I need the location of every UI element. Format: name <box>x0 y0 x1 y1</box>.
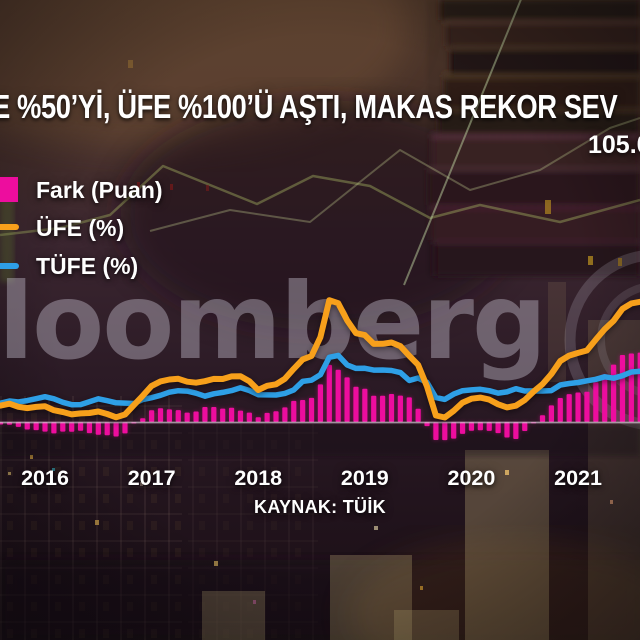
fark-bar <box>42 422 48 432</box>
fark-bar <box>593 382 599 422</box>
latest-value-callout: 105.01 <box>588 131 640 159</box>
ufe-line-swatch-icon <box>0 224 19 230</box>
fark-bar <box>406 397 412 422</box>
fark-bar <box>495 422 501 434</box>
fark-bar <box>166 409 172 422</box>
fark-bar <box>95 422 101 435</box>
fark-bar <box>468 422 475 431</box>
fark-bar <box>77 422 84 431</box>
legend-label-tufe: TÜFE (%) <box>36 253 139 279</box>
fark-bar <box>122 422 128 434</box>
x-axis-label-2017: 2017 <box>127 466 176 490</box>
fark-bar <box>619 355 626 422</box>
fark-bar <box>513 422 519 440</box>
fark-bar <box>548 405 555 422</box>
x-axis-label-2021: 2021 <box>554 466 602 490</box>
bloomberg-watermark: bloomberg <box>0 261 547 383</box>
fark-bar <box>220 408 226 422</box>
fark-bar <box>504 422 510 438</box>
fark-bar <box>371 395 377 422</box>
fark-bar <box>397 395 403 422</box>
fark-bar <box>282 407 288 422</box>
fark-bar <box>264 412 270 422</box>
fark-bar <box>477 422 483 431</box>
fark-bar <box>566 394 572 422</box>
fark-bar <box>451 422 457 439</box>
legend-item-ufe: ÜFE (%) <box>0 214 260 244</box>
fark-bar <box>335 369 341 422</box>
fark-bars <box>0 352 640 441</box>
x-axis-label-2018: 2018 <box>234 466 283 490</box>
fark-bar <box>157 408 164 422</box>
fark-bar <box>33 422 39 431</box>
fark-bar <box>113 422 119 437</box>
fark-bar <box>60 422 66 432</box>
headline: E %50’Yİ, ÜFE %100’Ü AŞTI, MAKAS REKOR S… <box>0 88 618 125</box>
fark-bar <box>353 386 359 422</box>
fark-bar <box>344 377 350 422</box>
fark-bar <box>539 415 546 422</box>
legend-label-fark: Fark (Puan) <box>36 177 163 203</box>
fark-bar <box>211 407 217 422</box>
fark-bar <box>149 410 155 422</box>
fark-bar <box>273 411 279 422</box>
tufe-line-swatch-icon <box>0 263 19 269</box>
fark-bar <box>255 417 261 422</box>
fark-bar <box>388 393 395 422</box>
x-axis-label-2016: 2016 <box>21 466 69 490</box>
fark-bar <box>237 410 244 422</box>
fark-bar <box>51 422 57 434</box>
fark-bar <box>228 407 235 422</box>
fark-bar <box>308 397 315 422</box>
fark-bar <box>415 408 421 422</box>
legend-label-ufe: ÜFE (%) <box>36 215 125 241</box>
fark-bar <box>86 422 93 434</box>
source-label: KAYNAK: TÜİK <box>254 497 386 517</box>
fark-bar <box>602 374 608 422</box>
fark-bar <box>184 412 190 422</box>
fark-bar <box>326 364 332 422</box>
fark-bar <box>442 422 448 441</box>
fark-bar <box>557 398 563 422</box>
fark-bar <box>522 422 528 432</box>
fark-bar <box>104 422 110 436</box>
fark-bar <box>584 391 590 422</box>
fark-bar <box>611 364 617 422</box>
fark-bar <box>380 395 386 422</box>
fark-bar <box>486 422 492 431</box>
fark-bar <box>175 410 181 422</box>
fark-bar <box>193 411 199 422</box>
fark-bar <box>433 422 439 440</box>
x-axis-label-2020: 2020 <box>447 466 496 490</box>
fark-bar <box>628 353 634 422</box>
ufe-line <box>0 297 640 421</box>
fark-bar <box>317 384 324 422</box>
fark-bar <box>202 407 208 422</box>
legend-item-tufe: TÜFE (%) <box>0 252 260 282</box>
fark-bar-swatch-icon <box>0 177 18 202</box>
fark-bar <box>291 400 297 422</box>
fark-bar <box>459 422 466 434</box>
fark-bar <box>362 388 368 422</box>
fark-bar <box>246 412 252 422</box>
fark-bar <box>24 422 30 430</box>
fark-bar <box>575 392 581 422</box>
x-axis-label-2019: 2019 <box>340 466 389 490</box>
fark-bar <box>69 422 75 432</box>
fark-bar <box>140 418 146 422</box>
fark-bar <box>300 400 306 422</box>
legend-item-fark: Fark (Puan) <box>0 176 260 206</box>
